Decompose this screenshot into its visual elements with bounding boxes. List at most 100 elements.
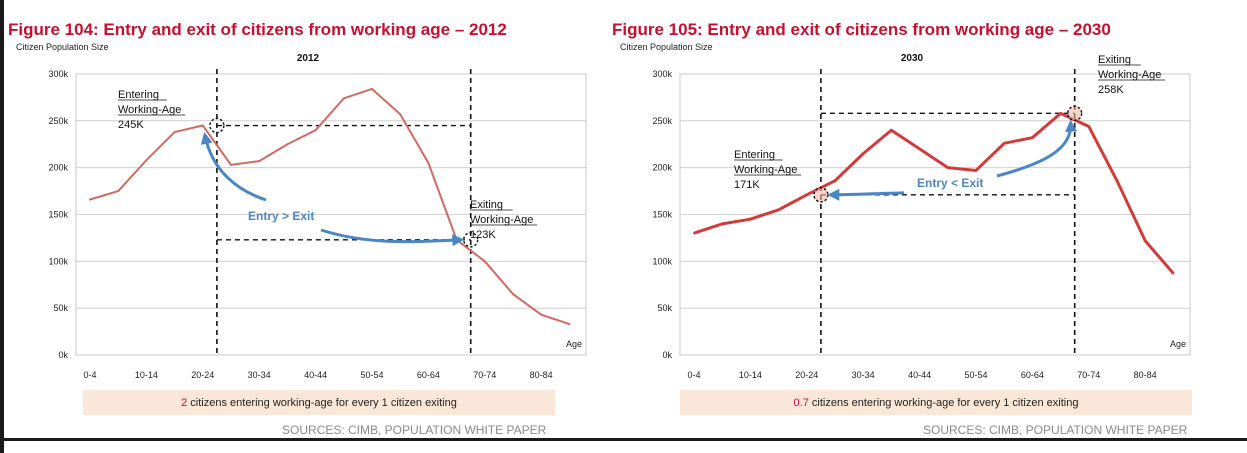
data-point bbox=[862, 152, 865, 155]
series-line bbox=[89, 87, 570, 326]
entering-annotation-line: Entering bbox=[734, 149, 775, 161]
x-tick-label: 20-24 bbox=[191, 370, 214, 380]
note-text: 2 citizens entering working-age for ever… bbox=[181, 397, 457, 409]
chart-title: 2030 bbox=[901, 53, 924, 64]
data-point bbox=[201, 124, 204, 127]
exiting-annotation-line: Exiting bbox=[470, 199, 503, 211]
data-point bbox=[230, 163, 232, 166]
data-point bbox=[540, 313, 543, 316]
data-point bbox=[427, 161, 430, 164]
x-tick-label: 40-44 bbox=[304, 370, 327, 380]
y-tick-label: 100k bbox=[652, 256, 672, 266]
note-box bbox=[680, 390, 1192, 415]
data-point bbox=[371, 87, 373, 90]
y-tick-label: 100k bbox=[48, 256, 68, 266]
x-tick-label: 10-14 bbox=[135, 370, 158, 380]
entry-point-circle bbox=[209, 117, 225, 134]
x-tick-label: 60-64 bbox=[1021, 370, 1044, 380]
exit-arrow bbox=[320, 228, 465, 247]
x-tick-label: 50-54 bbox=[964, 370, 987, 380]
data-point bbox=[117, 190, 120, 193]
x-tick-label: 20-24 bbox=[795, 370, 818, 380]
x-tick-label: 30-34 bbox=[852, 370, 875, 380]
y-axis-title: Citizen Population Size bbox=[16, 42, 109, 52]
data-point bbox=[890, 129, 893, 132]
data-point bbox=[512, 293, 514, 296]
x-tick-label: 40-44 bbox=[908, 370, 931, 380]
data-point bbox=[918, 147, 921, 150]
entering-annotation-line: Entering bbox=[118, 89, 159, 101]
data-point bbox=[1144, 239, 1147, 242]
data-point bbox=[399, 113, 402, 116]
x-tick-label: 0-4 bbox=[687, 370, 700, 380]
x-tick-label: 60-64 bbox=[417, 370, 440, 380]
exit-arrow bbox=[996, 119, 1078, 178]
exit-point-circle bbox=[463, 232, 479, 248]
data-point bbox=[145, 159, 148, 162]
x-tick-label: 50-54 bbox=[360, 370, 383, 380]
y-axis-title: Citizen Population Size bbox=[620, 42, 713, 52]
note-text: 0.7 citizens entering working-age for ev… bbox=[794, 397, 1079, 409]
bottom-border bbox=[0, 438, 1247, 441]
data-point bbox=[749, 218, 752, 221]
series-line bbox=[693, 111, 1175, 275]
exit-point-circle bbox=[1067, 105, 1083, 122]
data-point bbox=[1116, 179, 1118, 182]
data-point bbox=[568, 323, 571, 326]
data-point bbox=[777, 208, 780, 211]
figure-105-source: SOURCES: CIMB, POPULATION WHITE PAPER bbox=[923, 423, 1188, 437]
data-point bbox=[946, 166, 949, 169]
data-point bbox=[314, 129, 317, 132]
x-tick-label: 10-14 bbox=[739, 370, 762, 380]
exiting-annotation-line: 258K bbox=[1098, 84, 1124, 96]
note-suffix: citizens entering working-age for every … bbox=[809, 397, 1079, 409]
y-tick-label: 0k bbox=[58, 350, 68, 360]
data-point bbox=[173, 131, 176, 134]
data-point bbox=[834, 179, 836, 182]
data-point bbox=[1087, 125, 1090, 128]
data-point bbox=[693, 232, 695, 235]
entering-annotation-line: Working-Age bbox=[734, 164, 797, 176]
y-tick-label: 150k bbox=[652, 210, 672, 220]
figure-104-title: Figure 104: Entry and exit of citizens f… bbox=[8, 20, 507, 39]
data-point bbox=[89, 198, 91, 201]
data-point bbox=[975, 169, 977, 172]
arrow-label: Entry < Exit bbox=[917, 176, 983, 190]
exiting-annotation-line: Exiting bbox=[1098, 54, 1131, 66]
note-ratio: 0.7 bbox=[794, 397, 809, 409]
y-tick-label: 150k bbox=[48, 210, 68, 220]
y-tick-label: 0k bbox=[662, 350, 672, 360]
y-tick-label: 250k bbox=[48, 116, 68, 126]
y-tick-label: 200k bbox=[652, 163, 672, 173]
data-point bbox=[1172, 272, 1175, 275]
chart-title: 2012 bbox=[297, 53, 320, 64]
note-box bbox=[83, 390, 555, 415]
exiting-annotation-line: Working-Age bbox=[470, 214, 533, 226]
y-tick-label: 50k bbox=[657, 303, 672, 313]
x-axis-title: Age bbox=[1170, 339, 1186, 349]
x-tick-label: 80-84 bbox=[1134, 370, 1157, 380]
data-point bbox=[721, 222, 724, 225]
y-tick-label: 50k bbox=[53, 303, 68, 313]
data-point bbox=[342, 97, 345, 100]
data-point bbox=[258, 160, 261, 163]
entering-annotation-line: 171K bbox=[734, 179, 760, 191]
figure-105-chart: Citizen Population Size 2030 0k 50k 100k 150k… bbox=[620, 42, 1192, 415]
x-tick-label: 80-84 bbox=[530, 370, 553, 380]
data-point bbox=[483, 260, 486, 263]
data-point bbox=[286, 143, 289, 146]
note-suffix: citizens entering working-age for every … bbox=[187, 397, 457, 409]
arrow-label: Entry > Exit bbox=[248, 209, 314, 223]
entry-point-circle bbox=[813, 187, 829, 203]
y-tick-label: 200k bbox=[48, 163, 68, 173]
note-ratio: 2 bbox=[181, 397, 187, 409]
entry-arrow bbox=[827, 188, 905, 201]
entering-annotation-line: 245K bbox=[118, 119, 144, 131]
x-tick-label: 0-4 bbox=[83, 370, 96, 380]
x-tick-label: 30-34 bbox=[248, 370, 271, 380]
figure-105-title: Figure 105: Entry and exit of citizens f… bbox=[612, 20, 1111, 39]
figure-104-source: SOURCES: CIMB, POPULATION WHITE PAPER bbox=[282, 423, 547, 437]
exiting-annotation-line: Working-Age bbox=[1098, 69, 1161, 81]
x-tick-label: 70-74 bbox=[473, 370, 496, 380]
